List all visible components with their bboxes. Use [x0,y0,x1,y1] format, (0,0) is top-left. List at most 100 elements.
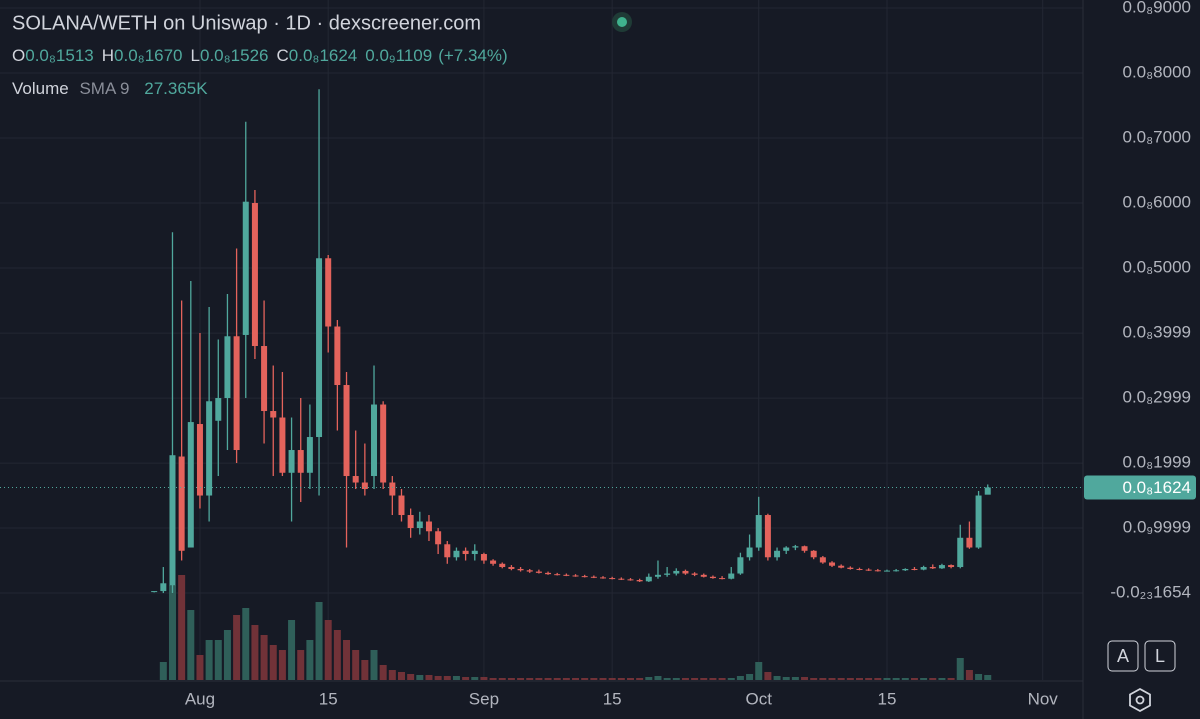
candle-body [490,560,497,564]
volume-bar [361,660,369,680]
candle-body [343,385,350,477]
candle-body [545,572,552,575]
volume-bar [590,678,598,680]
candle-body [508,567,515,569]
candle-body [645,576,652,582]
candle-body [801,546,808,551]
volume-bar [388,670,396,680]
candle-body [462,550,469,555]
button-l[interactable]: L [1144,640,1176,672]
volume-bar [984,675,992,680]
candle-body [563,574,570,576]
candle-body [499,563,506,568]
candle-body [920,567,927,570]
y-tick-label: 0.0₈2999 [1123,388,1192,407]
candle-body [682,570,689,574]
candle-body [471,550,478,555]
volume-bar [746,674,754,680]
volume-bar [929,678,937,680]
candle-body [453,550,460,558]
volume-bar [636,678,644,680]
chart-title: SOLANA/WETH on Uniswap · 1D · dexscreene… [12,12,481,34]
volume-bar [855,678,863,680]
x-tick-label: 15 [603,689,622,708]
volume-bar [819,678,827,680]
volume-bar [947,678,955,680]
candle-body [261,346,268,412]
x-tick-label: Nov [1028,689,1059,708]
button-frame[interactable] [1107,640,1139,672]
volume-bar [837,678,845,680]
candle-body [196,424,203,496]
volume-bar [462,677,470,680]
volume-bar [489,678,497,680]
volume-bar [260,635,268,680]
volume-bar [782,677,790,680]
candle-body [865,569,872,571]
candle-body [316,258,323,438]
volume-bar [178,575,186,680]
button-label[interactable]: L [1155,646,1165,666]
candle-body [325,258,332,327]
volume-bar [938,678,946,680]
candle-body [554,574,561,576]
volume-indicator: SMA 9 [79,79,129,98]
change-percent: (+7.34%) [438,46,507,65]
candle-body [948,565,955,568]
ohlc-key: O [12,46,25,65]
y-tick-label: 0.0₈5000 [1123,257,1192,276]
volume-bar [526,678,534,680]
candle-body [609,578,616,580]
candle-body [242,201,249,335]
volume-bar [379,665,387,680]
candle-body [526,570,533,572]
volume-bar [874,678,882,680]
volume-bar [956,658,964,680]
y-tick-label: 0.0₈7000 [1123,127,1192,146]
volume-bar [553,678,561,680]
candle-body [306,437,313,473]
candle-body [618,578,625,580]
settings-icon-center[interactable] [1135,695,1145,705]
volume-bar [709,678,717,680]
candle-body [984,487,991,495]
settings-button[interactable] [1129,687,1151,713]
volume-bar [700,678,708,680]
candle-body [938,565,945,569]
volume-bar [663,678,671,680]
volume-bar [544,678,552,680]
candle-body [856,568,863,570]
volume-bar [370,650,378,680]
button-label[interactable]: A [1117,646,1129,666]
volume-bar [681,678,689,680]
candle-body [966,537,973,548]
candle-body [160,583,167,592]
candle-body [691,573,698,575]
candle-body [444,544,451,558]
y-tick-label: 0.0₈8000 [1123,62,1192,81]
candle-body [929,567,936,569]
volume-bar [343,640,351,680]
candle-body [874,570,881,572]
volume-bar [517,678,525,680]
candle-body [700,574,707,577]
candle-body [151,591,158,593]
volume-bar [452,676,460,680]
y-tick-label: 0.0₈1999 [1123,453,1192,472]
volume-bar [223,630,231,680]
candle-body [764,515,771,558]
candle-body [600,577,607,579]
volume-bar [608,678,616,680]
volume-bar [562,678,570,680]
candle-body [407,515,414,529]
candle-body [206,401,213,496]
button-a[interactable]: A [1107,640,1139,672]
button-frame[interactable] [1144,640,1176,672]
candle-body [435,531,442,545]
settings-icon[interactable] [1129,687,1151,713]
volume-bar [581,678,589,680]
candle-body [380,404,387,483]
candle-body [792,546,799,548]
